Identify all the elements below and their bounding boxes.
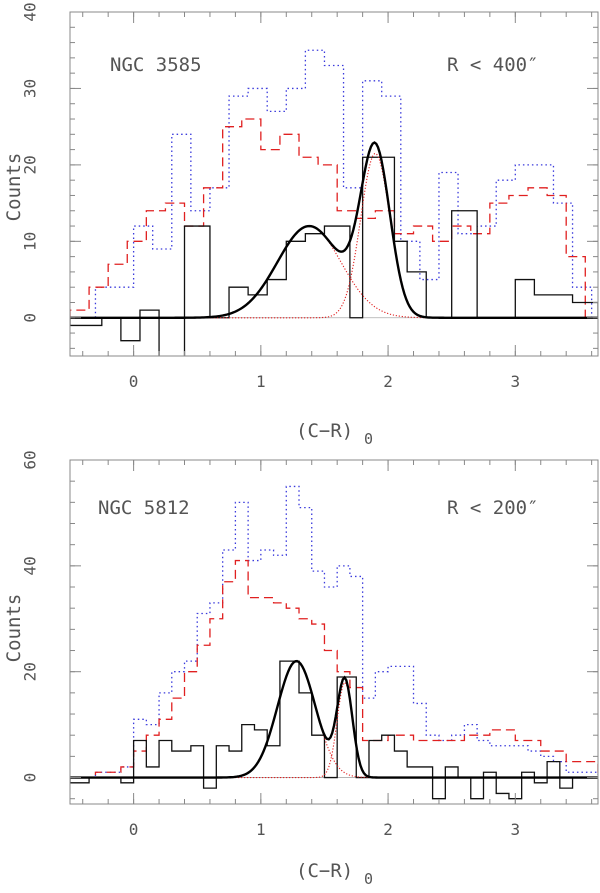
bottom-x-axis-label-sub: 0 (364, 870, 373, 888)
bottom-y-tick-label: 60 (21, 450, 40, 469)
bottom-x-tick-label: 2 (383, 820, 393, 839)
bottom-y-tick-label: 0 (21, 773, 40, 783)
bottom-series-dashed-red (70, 559, 598, 779)
top-gaussian-component-1 (70, 225, 598, 319)
top-gaussian-component-2 (70, 153, 598, 319)
bottom-x-tick-label: 0 (129, 820, 139, 839)
top-radius-label: R < 400″ (447, 54, 539, 76)
bottom-y-tick-label: 20 (21, 662, 40, 681)
top-series-dashed-red (70, 118, 586, 318)
top-y-tick-label: 40 (21, 2, 40, 21)
top-plot-frame (69, 11, 599, 357)
top-y-tick-label: 0 (21, 313, 40, 323)
top-x-axis-label-main: (C−R) (296, 420, 353, 442)
bottom-x-axis-label-main: (C−R) (296, 860, 353, 882)
bottom-tick-labels: 0 1 2 3 0 20 40 60 (21, 450, 521, 839)
bottom-y-tick-label: 40 (21, 556, 40, 575)
bottom-galaxy-label: NGC 5812 (98, 497, 190, 519)
top-galaxy-label: NGC 3585 (110, 54, 202, 76)
top-x-axis-label-sub: 0 (364, 430, 373, 448)
bottom-plot-frame (69, 459, 599, 805)
bottom-series-solid-black (70, 660, 598, 800)
bottom-gaussian-fit (70, 659, 598, 779)
top-y-axis-label: Counts (3, 153, 25, 222)
bottom-fit-layer (70, 659, 598, 779)
top-x-tick-label: 2 (383, 372, 393, 391)
top-x-tick-label: 1 (256, 372, 266, 391)
bottom-x-tick-label: 3 (510, 820, 520, 839)
bottom-x-axis-label: (C−R) 0 (296, 860, 373, 888)
bottom-x-tick-label: 1 (256, 820, 266, 839)
panel-ngc5812: 0 1 2 3 0 20 40 60 NGC 5812 R < 200″ Counts (C−… (3, 450, 599, 888)
top-x-axis-label: (C−R) 0 (296, 420, 373, 448)
bottom-y-axis-label: Counts (3, 594, 25, 663)
top-fit-layer (70, 141, 598, 319)
top-y-tick-label: 20 (21, 155, 40, 174)
bottom-ticks (70, 459, 598, 804)
bottom-series-dotted-blue (70, 485, 598, 779)
top-x-tick-label: 0 (129, 372, 139, 391)
top-x-tick-label: 3 (510, 372, 520, 391)
top-series-solid-black (70, 156, 598, 356)
top-gaussian-fit (70, 141, 598, 319)
top-ticks (70, 11, 598, 356)
bottom-radius-label: R < 200″ (447, 497, 539, 519)
top-y-tick-label: 10 (21, 232, 40, 251)
top-series-dotted-blue (94, 49, 593, 318)
bottom-series-layer (70, 485, 598, 800)
top-y-tick-label: 30 (21, 79, 40, 98)
